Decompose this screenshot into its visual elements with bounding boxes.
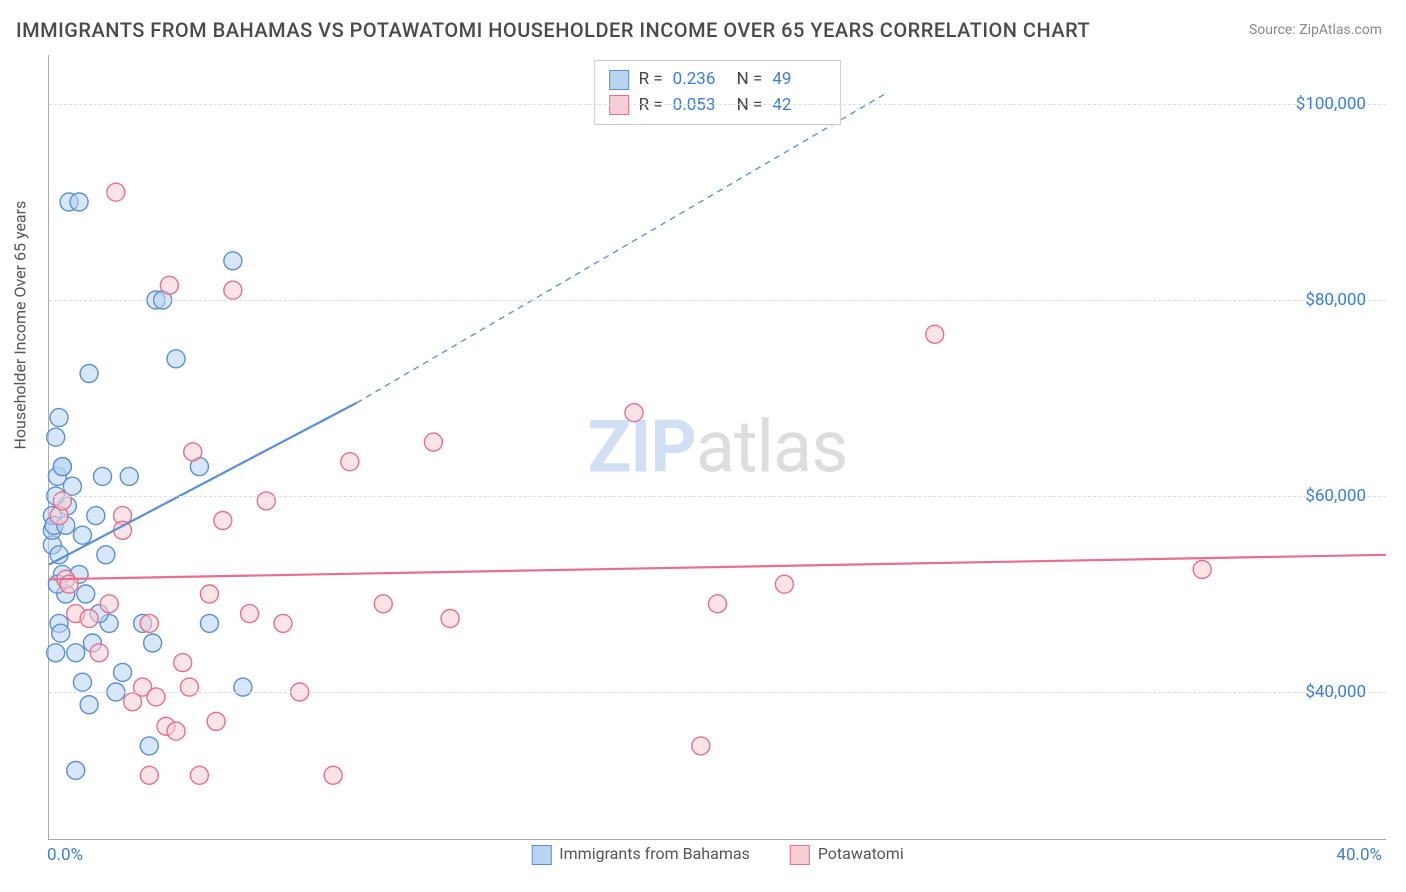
data-point <box>1193 561 1211 579</box>
data-point <box>341 453 359 471</box>
data-point <box>147 688 165 706</box>
x-tick-max: 40.0% <box>1336 845 1382 865</box>
data-point <box>52 624 70 642</box>
stats-legend-box: R = 0.236 N = 49 R = 0.053 N = 42 <box>594 60 842 125</box>
data-point <box>167 350 185 368</box>
data-point <box>224 252 242 270</box>
legend-swatch-0 <box>531 845 551 865</box>
data-point <box>441 610 459 628</box>
legend-bottom: Immigrants from Bahamas Potawatomi <box>531 844 903 865</box>
data-point <box>67 644 85 662</box>
x-tick-min: 0.0% <box>47 845 83 865</box>
data-point <box>47 428 65 446</box>
data-point <box>97 546 115 564</box>
data-point <box>80 696 98 714</box>
data-point <box>140 766 158 784</box>
source-attribution: Source: ZipAtlas.com <box>1249 22 1382 38</box>
r-value-0: 0.236 <box>673 67 727 93</box>
data-point <box>140 737 158 755</box>
legend-swatch-1 <box>790 845 810 865</box>
r-label: R = <box>639 93 663 119</box>
plot-area: ZIPatlas R = 0.236 N = 49 R = 0.053 N = … <box>48 55 1386 840</box>
data-point <box>70 193 88 211</box>
n-label: N = <box>737 67 763 93</box>
data-point <box>214 512 232 530</box>
r-label: R = <box>639 67 663 93</box>
gridline-h <box>49 104 1386 105</box>
data-point <box>90 644 108 662</box>
n-value-1: 42 <box>772 93 826 119</box>
data-point <box>73 526 91 544</box>
data-point <box>424 433 442 451</box>
y-tick-label: $60,000 <box>1305 486 1366 506</box>
trend-line-extrapolated <box>357 94 885 403</box>
chart-title: IMMIGRANTS FROM BAHAMAS VS POTAWATOMI HO… <box>16 18 1090 42</box>
gridline-h <box>49 300 1386 301</box>
data-point <box>709 595 727 613</box>
data-point <box>625 404 643 422</box>
trend-line <box>49 555 1386 580</box>
data-point <box>184 443 202 461</box>
r-value-1: 0.053 <box>673 93 727 119</box>
legend-label-1: Potawatomi <box>818 844 904 863</box>
data-point <box>274 614 292 632</box>
data-point <box>207 712 225 730</box>
stats-row-1: R = 0.053 N = 42 <box>609 93 827 119</box>
stats-row-0: R = 0.236 N = 49 <box>609 67 827 93</box>
legend-item-1: Potawatomi <box>790 844 904 865</box>
data-point <box>73 673 91 691</box>
stats-swatch-0 <box>609 70 629 90</box>
data-point <box>224 281 242 299</box>
data-point <box>67 761 85 779</box>
y-tick-label: $100,000 <box>1296 94 1366 114</box>
y-tick-label: $80,000 <box>1305 290 1366 310</box>
data-point <box>257 492 275 510</box>
data-point <box>114 663 132 681</box>
n-value-0: 49 <box>772 67 826 93</box>
data-point <box>107 183 125 201</box>
y-tick-label: $40,000 <box>1305 682 1366 702</box>
data-point <box>53 458 71 476</box>
data-point <box>80 365 98 383</box>
data-point <box>180 678 198 696</box>
data-point <box>160 276 178 294</box>
data-point <box>775 575 793 593</box>
data-point <box>53 492 71 510</box>
data-point <box>190 766 208 784</box>
source-label: Source: <box>1249 22 1296 38</box>
data-point <box>200 585 218 603</box>
gridline-h <box>49 496 1386 497</box>
data-point <box>167 722 185 740</box>
gridline-h <box>49 692 1386 693</box>
data-point <box>200 614 218 632</box>
data-point <box>77 585 95 603</box>
y-axis-label: Householder Income Over 65 years <box>11 201 30 450</box>
data-point <box>144 634 162 652</box>
data-point <box>374 595 392 613</box>
data-point <box>140 614 158 632</box>
data-point <box>241 605 259 623</box>
stats-swatch-1 <box>609 95 629 115</box>
legend-item-0: Immigrants from Bahamas <box>531 844 750 865</box>
data-point <box>100 595 118 613</box>
trend-line <box>49 403 357 565</box>
data-point <box>174 654 192 672</box>
data-point <box>93 467 111 485</box>
data-point <box>692 737 710 755</box>
data-point <box>87 507 105 525</box>
legend-label-0: Immigrants from Bahamas <box>559 844 750 863</box>
data-point <box>120 467 138 485</box>
data-point <box>324 766 342 784</box>
data-point <box>50 409 68 427</box>
data-point <box>47 644 65 662</box>
data-point <box>80 610 98 628</box>
n-label: N = <box>737 93 763 119</box>
chart-svg <box>49 55 1386 839</box>
source-value: ZipAtlas.com <box>1299 22 1382 38</box>
data-point <box>234 678 252 696</box>
data-point <box>926 325 944 343</box>
